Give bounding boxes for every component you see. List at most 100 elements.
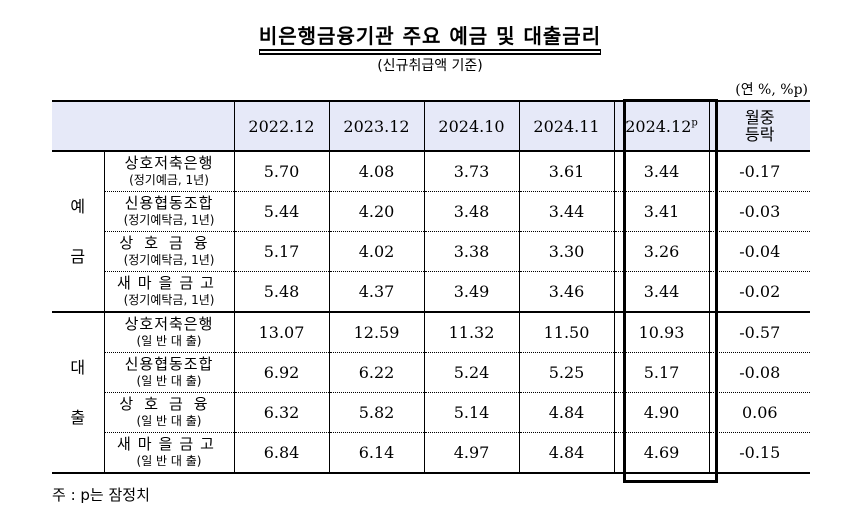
value-cell: 5.70	[233, 151, 330, 192]
institution-cell: 새마을금고 (정기예탁금, 1년)	[103, 271, 235, 313]
table-row: 예 금 상호저축은행 (정기예금, 1년) 5.70 4.08 3.73 3.61 3.44 -0…	[52, 151, 810, 313]
unit-label: (연 %, %p)	[735, 82, 808, 98]
change-cell: -0.04	[708, 231, 810, 272]
change-cell: -0.08	[708, 352, 810, 393]
value-cell: 3.44	[613, 151, 710, 192]
institution-name: 새마을금고	[116, 273, 221, 292]
institution-name: 상호저축은행	[124, 153, 214, 172]
table-row: 신용협동조합 (정기예탁금, 1년) 5.44 4.20 3.48 3.44 3.41 -0.…	[52, 191, 810, 232]
value-cell: 5.17	[233, 231, 330, 272]
change-header-line: 등락	[745, 125, 775, 144]
product-name: (정기예탁금, 1년)	[123, 212, 215, 227]
value-cell: 4.97	[423, 432, 520, 474]
value-cell: 6.32	[233, 392, 330, 433]
value-cell: 3.44	[518, 191, 615, 232]
value-cell: 3.49	[423, 271, 520, 313]
page-title: 비은행금융기관 주요 예금 및 대출금리	[0, 20, 860, 51]
change-header-line: 월중	[745, 108, 775, 127]
column-header: 2022.12	[233, 100, 330, 152]
institution-cell: 상호금융 (일 반 대 출)	[103, 392, 235, 433]
table-row: 상호금융 (정기예탁금, 1년) 5.17 4.02 3.38 3.30 3.26 -0.04	[52, 231, 810, 272]
product-name: (일 반 대 출)	[136, 453, 202, 468]
value-cell: 3.48	[423, 191, 520, 232]
product-name: (일 반 대 출)	[136, 373, 202, 388]
value-cell: 3.73	[423, 151, 520, 192]
product-name: (일 반 대 출)	[136, 333, 202, 348]
column-header: 2024.10	[423, 100, 520, 152]
value-cell: 11.32	[423, 312, 520, 353]
value-cell: 4.90	[613, 392, 710, 433]
value-cell: 3.61	[518, 151, 615, 192]
institution-cell: 새마을금고 (일 반 대 출)	[103, 432, 235, 474]
institution-name: 신용협동조합	[124, 193, 214, 212]
value-cell: 6.22	[328, 352, 425, 393]
value-cell: 3.30	[518, 231, 615, 272]
value-cell: 6.84	[233, 432, 330, 474]
column-header-highlight: 2024.12p	[613, 100, 710, 152]
group-label-char: 출	[70, 407, 86, 427]
provisional-mark: p	[691, 117, 698, 129]
value-cell: 13.07	[233, 312, 330, 353]
change-cell: -0.15	[708, 432, 810, 474]
value-cell: 6.14	[328, 432, 425, 474]
column-header: 2024.11	[518, 100, 615, 152]
value-cell: 5.48	[233, 271, 330, 313]
product-name: (정기예탁금, 1년)	[123, 292, 215, 307]
value-cell: 4.08	[328, 151, 425, 192]
institution-name: 신용협동조합	[124, 354, 214, 373]
value-cell: 3.46	[518, 271, 615, 313]
value-cell: 4.69	[613, 432, 710, 474]
institution-name: 상호금융	[119, 233, 219, 252]
institution-name: 상호금융	[119, 394, 219, 413]
change-cell: 0.06	[708, 392, 810, 433]
table-row: 새마을금고 (정기예탁금, 1년) 5.48 4.37 3.49 3.46 3.44 -0.0…	[52, 271, 810, 313]
value-cell: 4.20	[328, 191, 425, 232]
value-cell: 10.93	[613, 312, 710, 353]
product-name: (일 반 대 출)	[136, 413, 202, 428]
institution-cell: 상호저축은행 (정기예금, 1년)	[103, 151, 235, 192]
value-cell: 3.26	[613, 231, 710, 272]
value-cell: 3.38	[423, 231, 520, 272]
value-cell: 5.24	[423, 352, 520, 393]
value-cell: 6.92	[233, 352, 330, 393]
value-cell: 3.44	[613, 271, 710, 313]
value-cell: 4.84	[518, 392, 615, 433]
header-blank	[52, 100, 235, 152]
value-cell: 4.84	[518, 432, 615, 474]
column-header: 2023.12	[328, 100, 425, 152]
change-cell: -0.57	[708, 312, 810, 353]
value-cell: 4.02	[328, 231, 425, 272]
institution-cell: 상호저축은행 (일 반 대 출)	[103, 312, 235, 353]
table-row: 상호금융 (일 반 대 출) 6.32 5.82 5.14 4.84 4.90 0.06	[52, 392, 810, 433]
value-cell: 5.44	[233, 191, 330, 232]
value-cell: 5.14	[423, 392, 520, 433]
institution-name: 상호저축은행	[124, 314, 214, 333]
value-cell: 3.41	[613, 191, 710, 232]
change-cell: -0.02	[708, 271, 810, 313]
group-label-char: 금	[70, 246, 86, 266]
value-cell: 5.17	[613, 352, 710, 393]
change-cell: -0.17	[708, 151, 810, 192]
rate-table: 2022.12 2023.12 2024.10 2024.11 2024.12p…	[52, 100, 810, 474]
table-row: 신용협동조합 (일 반 대 출) 6.92 6.22 5.24 5.25 5.17 -0.08	[52, 352, 810, 393]
header-row: 2022.12 2023.12 2024.10 2024.11 2024.12p…	[52, 100, 810, 152]
group-label-char: 대	[70, 357, 86, 377]
change-cell: -0.03	[708, 191, 810, 232]
page-subtitle: (신규취급액 기준)	[377, 58, 483, 74]
institution-name: 새마을금고	[116, 434, 221, 453]
product-name: (정기예탁금, 1년)	[123, 252, 215, 267]
institution-cell: 신용협동조합 (정기예탁금, 1년)	[103, 191, 235, 232]
table-row: 새마을금고 (일 반 대 출) 6.84 6.14 4.97 4.84 4.69 -0.15	[52, 432, 810, 474]
institution-cell: 상호금융 (정기예탁금, 1년)	[103, 231, 235, 272]
value-cell: 11.50	[518, 312, 615, 353]
product-name: (정기예금, 1년)	[129, 172, 209, 187]
footnote: 주 : p는 잠정치	[52, 486, 150, 504]
table-row: 대 출 상호저축은행 (일 반 대 출) 13.07 12.59 11.32 11.50 10.…	[52, 312, 810, 474]
value-cell: 5.25	[518, 352, 615, 393]
value-cell: 5.82	[328, 392, 425, 433]
change-header: 월중 등락	[708, 100, 810, 152]
institution-cell: 신용협동조합 (일 반 대 출)	[103, 352, 235, 393]
group-label-char: 예	[70, 196, 86, 216]
